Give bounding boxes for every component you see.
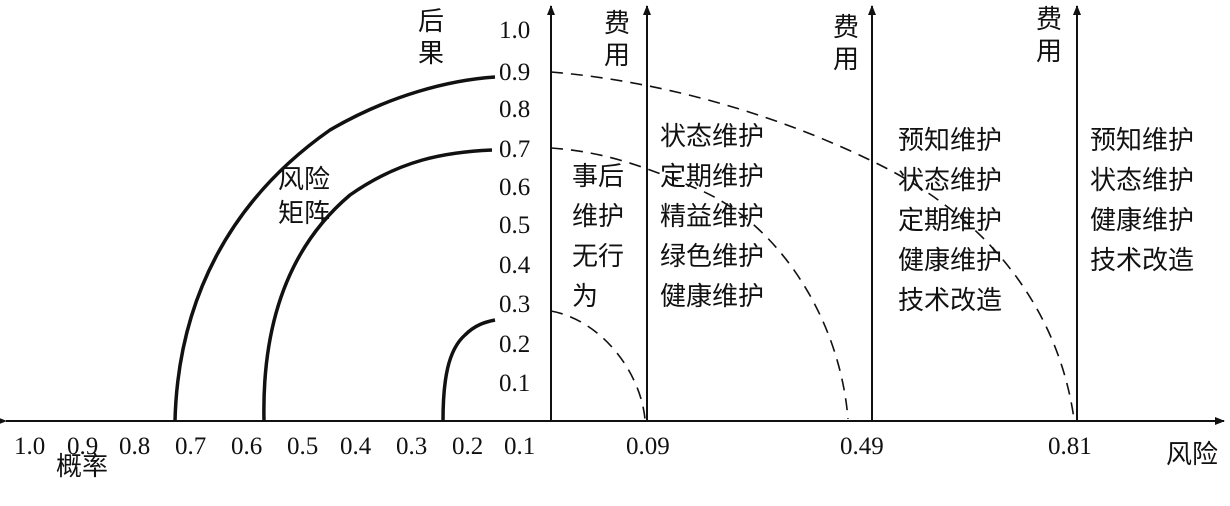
consequence-tick: 0.5 xyxy=(499,212,531,239)
zone-line: 事后 xyxy=(572,162,625,192)
zone-line: 状态维护 xyxy=(1090,166,1195,196)
zone-line: 为 xyxy=(572,282,599,312)
zone-line: 健康维护 xyxy=(898,246,1003,276)
probability-tick: 1.0 xyxy=(14,433,46,460)
zone-line: 精益维护 xyxy=(660,202,765,232)
zone-line: 技术改造 xyxy=(1090,246,1195,276)
zone-line: 健康维护 xyxy=(1090,206,1195,236)
risk-boundary-009 xyxy=(550,310,646,420)
cost-label-1: 费用 xyxy=(604,9,631,71)
risk-boundary-049 xyxy=(550,147,849,420)
consequence-tick: 0.1 xyxy=(499,370,531,397)
consequence-tick: 1.0 xyxy=(499,17,531,44)
zone-line: 绿色维护 xyxy=(660,242,765,272)
cost-label-2: 费用 xyxy=(833,13,860,75)
probability-tick: 0.4 xyxy=(340,433,372,460)
risk-matrix-label: 风险矩阵 xyxy=(278,165,331,229)
consequence-tick: 0.8 xyxy=(499,96,531,123)
risk-curve-outer xyxy=(173,75,496,422)
consequence-tick: 0.3 xyxy=(499,291,531,318)
probability-tick: 0.5 xyxy=(287,433,319,460)
risk-tick: 0.09 xyxy=(626,433,670,460)
probability-tick: 0.2 xyxy=(452,433,484,460)
zone-low-risk: 状态维护 定期维护 精益维护 绿色维护 健康维护 xyxy=(660,117,764,317)
probability-tick: 0.6 xyxy=(231,433,263,460)
risk-axis-label: 风险 xyxy=(1166,440,1219,470)
zone-after-failure: 事后 维护 无行 为 xyxy=(572,157,624,317)
cost-label-3: 费用 xyxy=(1036,5,1063,67)
zone-line: 预知维护 xyxy=(1090,126,1195,156)
probability-axis-label: 概率 xyxy=(56,452,109,482)
consequence-tick: 0.9 xyxy=(499,59,531,86)
consequence-tick: 0.6 xyxy=(499,174,531,201)
zone-line: 预知维护 xyxy=(898,126,1003,156)
zone-line: 定期维护 xyxy=(898,206,1003,236)
consequence-axis-label: 后果 xyxy=(418,7,445,69)
probability-tick: 0.8 xyxy=(119,433,151,460)
zone-line: 维护 xyxy=(572,202,625,232)
zone-line: 技术改造 xyxy=(898,286,1003,316)
risk-tick: 0.49 xyxy=(840,433,884,460)
risk-curve-middle xyxy=(262,148,493,422)
zone-medium-risk: 预知维护 状态维护 定期维护 健康维护 技术改造 xyxy=(898,121,1002,321)
probability-tick: 0.7 xyxy=(175,433,207,460)
probability-tick: 0.9 xyxy=(67,433,99,460)
zone-line: 状态维护 xyxy=(898,166,1003,196)
consequence-tick: 0.7 xyxy=(499,136,531,163)
consequence-tick: 0.2 xyxy=(499,331,531,358)
risk-boundary-081 xyxy=(550,71,1075,420)
probability-tick: 0.3 xyxy=(396,433,428,460)
probability-tick: 0.1 xyxy=(504,433,536,460)
risk-tick: 0.81 xyxy=(1048,433,1092,460)
zone-line: 健康维护 xyxy=(660,282,765,312)
zone-line: 定期维护 xyxy=(660,162,765,192)
zone-line: 状态维护 xyxy=(660,122,765,152)
zone-high-risk: 预知维护 状态维护 健康维护 技术改造 xyxy=(1090,121,1194,281)
zone-line: 无行 xyxy=(572,242,625,272)
consequence-tick: 0.4 xyxy=(499,252,531,279)
risk-curve-inner xyxy=(441,318,496,422)
